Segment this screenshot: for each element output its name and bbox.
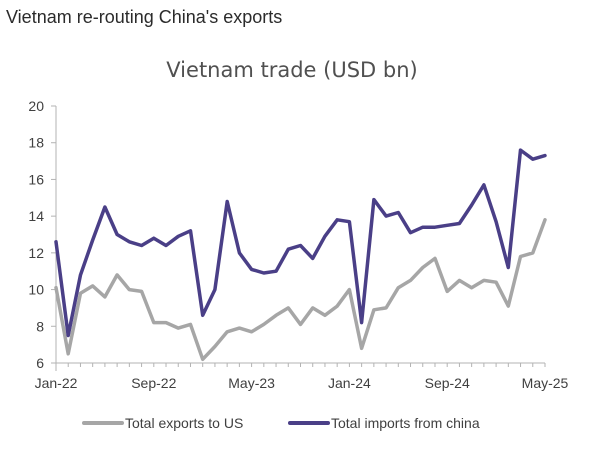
y-tick-label: 8 — [36, 318, 44, 334]
chart-title: Vietnam trade (USD bn) — [166, 58, 417, 82]
series-line-imports-china — [54, 148, 547, 338]
y-tick-label: 10 — [28, 282, 44, 298]
x-tick-label: Jan-22 — [35, 375, 78, 391]
x-tick-label: Sep-22 — [131, 375, 176, 391]
legend-exports-us-label: Total exports to US — [125, 415, 243, 431]
x-tick-label: May-25 — [522, 375, 569, 391]
y-tick-label: 20 — [28, 98, 44, 114]
axes: 6 8 10 12 14 16 18 20 Jan-22 Sep-22 May-23 Jan-24 Se… — [28, 98, 568, 391]
chart-area: Vietnam trade (USD bn) 6 8 10 12 14 16 18 20 Jan… — [0, 34, 595, 455]
y-tick-label: 14 — [28, 208, 44, 224]
legend-imports-china-label: Total imports from china — [331, 415, 480, 431]
x-tick-label: May-23 — [228, 375, 275, 391]
top-banner: Vietnam re-routing China's exports — [0, 0, 595, 34]
y-tick-label: 12 — [28, 245, 44, 261]
series-lines — [54, 148, 547, 362]
y-tick-label: 16 — [28, 171, 44, 187]
x-tick-label: Sep-24 — [425, 375, 470, 391]
series-line-exports-us — [54, 218, 547, 362]
y-tick-label: 6 — [36, 355, 44, 371]
line-chart: Vietnam trade (USD bn) 6 8 10 12 14 16 18 20 Jan… — [28, 58, 568, 431]
x-tick-label: Jan-24 — [328, 375, 371, 391]
legend: Total exports to US Total imports from ch… — [82, 415, 480, 431]
banner-title: Vietnam re-routing China's exports — [6, 7, 283, 27]
y-tick-label: 18 — [28, 135, 44, 151]
